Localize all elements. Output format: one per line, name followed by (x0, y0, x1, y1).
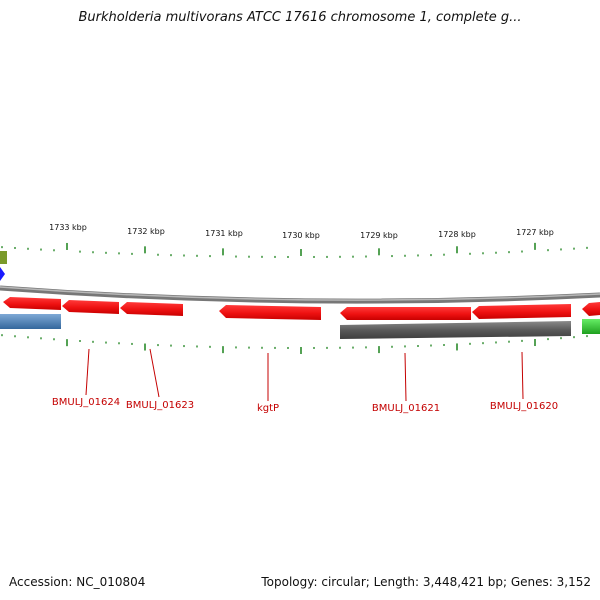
gene-arrow (120, 302, 183, 316)
blue-feature (0, 314, 61, 329)
scale-label: 1732 kbp (127, 227, 165, 236)
gene-labels: BMULJ_01624 BMULJ_01623 kgtP BMULJ_01621… (52, 397, 558, 414)
scale-label: 1730 kbp (282, 231, 320, 240)
gene-label: BMULJ_01624 (52, 397, 120, 408)
label-leaders (85, 348, 524, 402)
accession-text: Accession: NC_010804 (9, 575, 146, 589)
summary-text: Topology: circular; Length: 3,448,421 bp… (261, 575, 591, 589)
gene-arrow (62, 300, 119, 314)
upper-tick-row (1, 242, 588, 258)
gene-label: BMULJ_01620 (490, 401, 558, 412)
gene-arrow (472, 304, 571, 319)
gene-arrow (219, 305, 321, 320)
gene-arrow (340, 307, 471, 320)
lower-tick-row (1, 334, 588, 354)
map-title: Burkholderia multivorans ATCC 17616 chro… (78, 10, 522, 25)
gray-feature (340, 321, 571, 339)
gene-arrow (582, 302, 600, 316)
olive-feature (0, 251, 7, 264)
scale-label: 1729 kbp (360, 231, 398, 240)
scale-label: 1728 kbp (438, 230, 476, 239)
green-feature (582, 319, 600, 334)
scale-labels: 1733 kbp 1732 kbp 1731 kbp 1730 kbp 1729… (49, 223, 554, 240)
gene-label: kgtP (257, 403, 279, 414)
blue-marker (0, 267, 5, 281)
scale-label: 1733 kbp (49, 223, 87, 232)
gene-label: BMULJ_01621 (372, 403, 440, 414)
gene-features (3, 297, 600, 320)
backbone-arc (0, 285, 600, 304)
gene-arrow (3, 297, 61, 310)
gene-label: BMULJ_01623 (126, 400, 194, 411)
backbone-highlight (0, 286, 600, 301)
scale-label: 1727 kbp (516, 228, 554, 237)
scale-label: 1731 kbp (205, 229, 243, 238)
